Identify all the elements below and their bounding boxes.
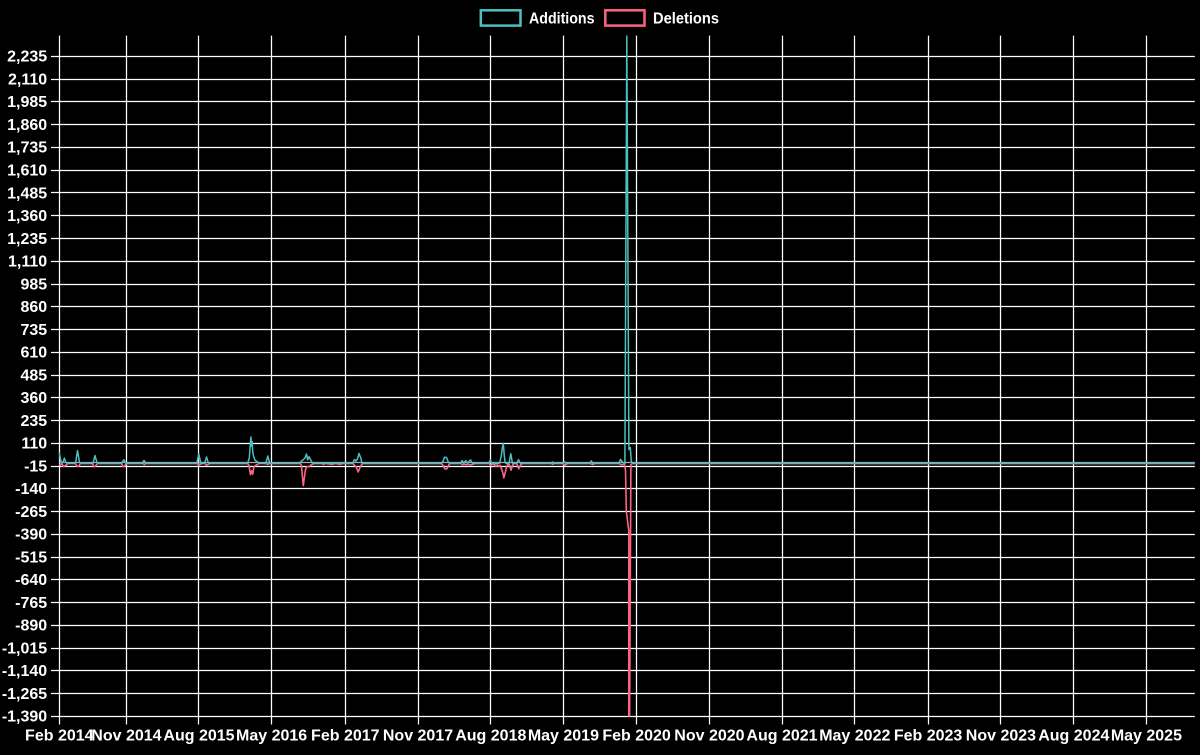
svg-text:Aug 2021: Aug 2021 [746, 728, 817, 745]
svg-text:360: 360 [20, 390, 47, 407]
svg-text:Aug 2015: Aug 2015 [163, 728, 234, 745]
svg-text:-1,015: -1,015 [2, 640, 47, 657]
svg-text:1,485: 1,485 [7, 185, 47, 202]
svg-text:Nov 2023: Nov 2023 [966, 728, 1036, 745]
svg-text:1,985: 1,985 [7, 94, 47, 111]
svg-text:Feb 2023: Feb 2023 [894, 728, 963, 745]
svg-text:-265: -265 [15, 504, 47, 521]
svg-text:1,235: 1,235 [7, 231, 47, 248]
svg-text:May 2019: May 2019 [528, 728, 599, 745]
svg-text:1,735: 1,735 [7, 140, 47, 157]
svg-text:2,235: 2,235 [7, 49, 47, 66]
svg-text:Nov 2020: Nov 2020 [674, 728, 744, 745]
svg-text:-1,390: -1,390 [2, 709, 47, 726]
svg-text:Nov 2014: Nov 2014 [91, 728, 161, 745]
svg-text:May 2025: May 2025 [1111, 728, 1182, 745]
svg-text:985: 985 [20, 276, 47, 293]
svg-text:Nov 2017: Nov 2017 [383, 728, 453, 745]
svg-text:1,860: 1,860 [7, 117, 47, 134]
svg-text:235: 235 [20, 413, 47, 430]
svg-text:Deletions: Deletions [653, 10, 719, 27]
svg-text:Feb 2014: Feb 2014 [25, 728, 94, 745]
svg-text:2,110: 2,110 [8, 71, 47, 88]
svg-text:-140: -140 [15, 481, 47, 498]
svg-text:Aug 2018: Aug 2018 [455, 728, 526, 745]
svg-text:610: 610 [20, 345, 47, 362]
svg-text:Aug 2024: Aug 2024 [1038, 728, 1109, 745]
svg-text:1,610: 1,610 [7, 163, 47, 180]
svg-text:-15: -15 [24, 458, 47, 475]
svg-text:May 2022: May 2022 [819, 728, 890, 745]
svg-text:485: 485 [20, 367, 47, 384]
svg-text:Additions: Additions [529, 10, 595, 27]
svg-text:Feb 2017: Feb 2017 [311, 728, 380, 745]
svg-text:1,110: 1,110 [8, 254, 47, 271]
svg-text:-1,140: -1,140 [2, 663, 47, 680]
svg-text:-1,265: -1,265 [2, 686, 47, 703]
svg-text:May 2016: May 2016 [236, 728, 307, 745]
svg-text:-890: -890 [15, 618, 47, 635]
svg-text:735: 735 [20, 322, 47, 339]
svg-text:1,360: 1,360 [7, 208, 47, 225]
svg-text:-640: -640 [15, 572, 47, 589]
svg-text:860: 860 [20, 299, 47, 316]
svg-text:110: 110 [21, 436, 47, 453]
svg-text:-515: -515 [15, 549, 47, 566]
svg-text:Feb 2020: Feb 2020 [602, 728, 671, 745]
svg-text:-390: -390 [15, 527, 47, 544]
svg-text:-765: -765 [15, 595, 47, 612]
